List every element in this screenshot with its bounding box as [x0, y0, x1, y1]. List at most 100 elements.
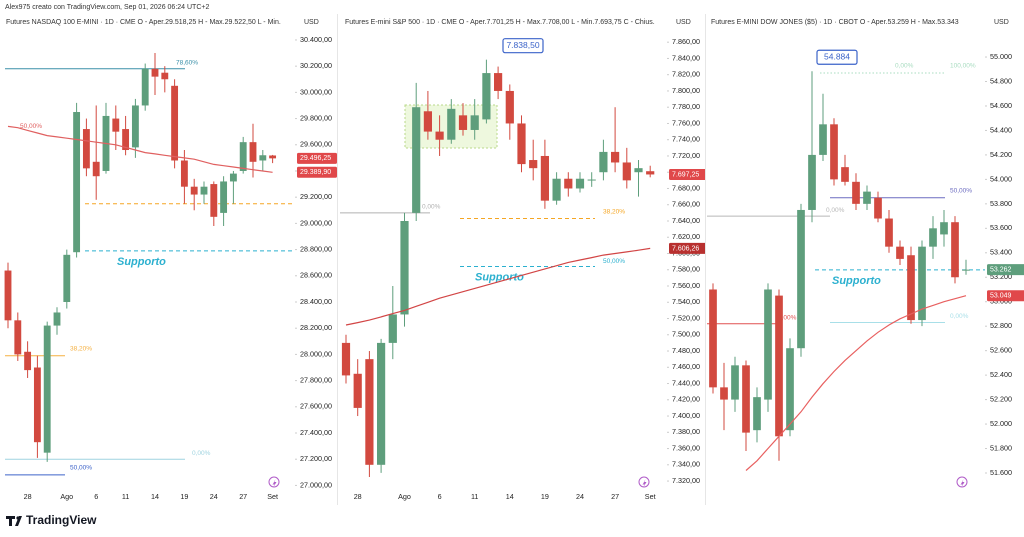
- level-label: 0,00%: [422, 204, 441, 211]
- candle-body: [622, 162, 631, 181]
- candle-body: [73, 112, 81, 253]
- y-tick-label: 53.400: [990, 248, 1012, 257]
- price-badge-label: 7.697,25: [672, 171, 699, 178]
- candle-body: [353, 373, 362, 408]
- y-tick-label: 52.200: [990, 394, 1012, 403]
- x-tick-label: 27: [611, 492, 619, 501]
- candle-body: [575, 178, 585, 189]
- candle-body: [82, 129, 90, 169]
- y-tick-label: 51.800: [990, 443, 1012, 452]
- y-tick-label: 7.440,00: [672, 378, 700, 387]
- indicator-icon-glyph: [642, 479, 647, 487]
- candle-body: [63, 254, 71, 302]
- y-tick-label: 7.780,00: [672, 102, 700, 111]
- currency: USD: [676, 19, 691, 26]
- y-tick-label: 7.660,00: [672, 200, 700, 209]
- candle-body: [180, 160, 188, 187]
- y-tick-label: 7.360,00: [672, 443, 700, 452]
- x-tick-label: 28: [354, 492, 362, 501]
- indicator-icon: [956, 476, 968, 488]
- candle-body: [141, 68, 149, 106]
- chart-title: Futures E-mini S&P 500 · 1D · CME O - Ap…: [345, 19, 655, 26]
- y-tick-label: 52.000: [990, 419, 1012, 428]
- price-badge: [987, 290, 1024, 302]
- y-tick-label: 7.320,00: [672, 476, 700, 485]
- level-label: 0,00%: [826, 207, 845, 214]
- y-tick-label: 7.420,00: [672, 395, 700, 404]
- candle-body: [962, 269, 970, 271]
- candle-body: [587, 179, 596, 181]
- callout-box: [816, 49, 858, 65]
- candle-body: [753, 397, 761, 431]
- y-tick-label: 7.720,00: [672, 151, 700, 160]
- candle-body: [171, 85, 179, 161]
- level-label: 50,00%: [603, 258, 625, 265]
- candle-body: [24, 351, 32, 371]
- chart-title: Futures NASDAQ 100 E-MINI · 1D · CME O -…: [6, 19, 281, 26]
- y-tick-label: 7.840,00: [672, 53, 700, 62]
- y-tick-label: 30.400,00: [300, 35, 332, 44]
- price-badge: [669, 242, 705, 254]
- candle-body: [885, 218, 893, 247]
- x-tick-label: 11: [471, 492, 478, 501]
- candle-body: [482, 73, 491, 120]
- level-note: Supporto: [832, 275, 881, 287]
- moving-average: [7, 125, 273, 173]
- currency: USD: [994, 19, 1009, 26]
- candle-body: [151, 68, 159, 77]
- y-tick-label: 27.600,00: [300, 402, 332, 411]
- y-tick-label: 7.800,00: [672, 86, 700, 95]
- x-tick-label: Set: [267, 492, 278, 501]
- candle-body: [709, 289, 717, 388]
- x-tick-label: 24: [576, 492, 584, 501]
- y-tick-label: 53.800: [990, 199, 1012, 208]
- level-label: 0,00%: [950, 313, 969, 320]
- candle-body: [239, 142, 247, 171]
- candle-body: [863, 191, 871, 204]
- y-tick-label: 28.600,00: [300, 271, 332, 280]
- candle-body: [929, 228, 937, 247]
- indicator-icon: [268, 476, 280, 488]
- y-tick-label: 29.600,00: [300, 140, 332, 149]
- candle-body: [505, 90, 514, 124]
- level-label: 38,20%: [70, 345, 92, 352]
- callout-label: 54.884: [824, 51, 850, 61]
- candle-body: [940, 222, 948, 235]
- x-tick-label: Set: [645, 492, 656, 501]
- y-tick-label: 7.340,00: [672, 460, 700, 469]
- candle-body: [494, 73, 503, 91]
- price-badge-label: 7.606,26: [672, 245, 699, 252]
- y-tick-label: 27.400,00: [300, 428, 332, 437]
- y-tick-label: 7.740,00: [672, 135, 700, 144]
- candle-body: [423, 111, 432, 132]
- price-badge-label: 53.262: [990, 267, 1012, 274]
- candle-body: [365, 359, 374, 465]
- candle-body: [269, 155, 277, 159]
- level-note: Supporto: [475, 271, 524, 283]
- candle-body: [43, 325, 51, 453]
- price-badge: [297, 152, 337, 164]
- candle-body: [841, 167, 849, 182]
- y-tick-label: 54.400: [990, 125, 1012, 134]
- candle-body: [220, 181, 228, 213]
- y-tick-label: 53.200: [990, 272, 1012, 281]
- price-badge-label: 53.049: [990, 293, 1012, 300]
- price-badge: [669, 168, 705, 180]
- y-tick-label: 29.000,00: [300, 218, 332, 227]
- candle-body: [447, 108, 456, 140]
- candle-body: [388, 314, 397, 343]
- level-label: 38,20%: [603, 208, 625, 215]
- y-tick-label: 7.760,00: [672, 118, 700, 127]
- x-tick-label: 14: [151, 492, 159, 501]
- candle-body: [33, 367, 41, 443]
- price-badge: [987, 264, 1024, 276]
- y-tick-label: 7.640,00: [672, 216, 700, 225]
- logo: [6, 516, 22, 526]
- candle-body: [819, 124, 827, 155]
- level-label: 0,00%: [192, 450, 211, 457]
- y-tick-label: 7.400,00: [672, 411, 700, 420]
- y-tick-label: 7.380,00: [672, 427, 700, 436]
- candle-body: [764, 289, 772, 400]
- x-tick-label: 19: [541, 492, 549, 501]
- indicator-icon-glyph: [960, 479, 965, 487]
